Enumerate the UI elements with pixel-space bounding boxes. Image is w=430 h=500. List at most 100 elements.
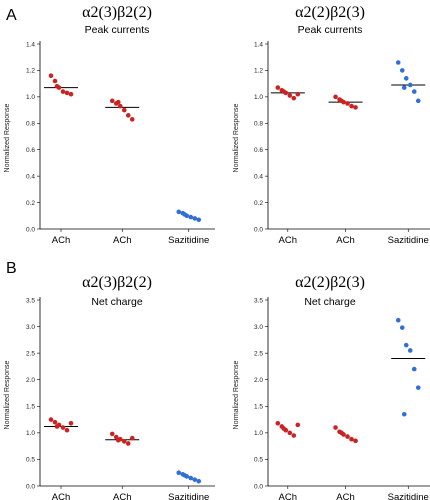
- data-point: [52, 419, 58, 425]
- y-tick-label: 0.0: [26, 483, 35, 490]
- data-point: [54, 83, 60, 89]
- chart-3-subtitle: Net charge: [304, 296, 356, 308]
- x-category-label: ACh: [336, 492, 354, 500]
- data-point: [60, 425, 66, 430]
- y-tick-label: 0.5: [254, 457, 263, 464]
- data-point: [353, 438, 358, 444]
- data-point: [399, 68, 405, 73]
- y-tick-label: 3.0: [254, 324, 263, 331]
- y-tick-label: 0.6: [254, 147, 263, 154]
- data-point: [415, 385, 421, 390]
- y-tick-label: 1.0: [26, 94, 35, 101]
- chart-1-plot: 0.0 0.2 0.4 0.6 0.8 1.0 1.2 1.4 ACh ACh Sazitidine: [254, 41, 430, 246]
- y-tick-label: 1.0: [26, 430, 35, 437]
- data-point: [192, 477, 198, 482]
- y-tick-label: 2.0: [254, 377, 263, 384]
- chart-2-plot: 0.0 0.5 1.0 1.5 2.0 2.5 3.0 3.5 ACh ACh Sazitidine: [26, 297, 215, 500]
- y-tick-label: 0.4: [254, 173, 263, 180]
- chart-0-ylabel: Normalized Response: [4, 103, 11, 172]
- y-tick-label: 1.2: [26, 68, 35, 75]
- chart-2-title: α2(3)β2(2): [82, 274, 152, 291]
- x-category-label: ACh: [113, 492, 131, 500]
- data-point: [48, 73, 54, 79]
- data-point: [275, 85, 281, 90]
- y-tick-label: 0.0: [26, 226, 35, 233]
- y-tick-label: 3.0: [26, 324, 35, 331]
- chart-1-ylabel: Normalized Response: [233, 103, 240, 172]
- x-category-label: ACh: [336, 235, 354, 246]
- x-category-label: ACh: [279, 235, 297, 246]
- data-point: [68, 420, 74, 426]
- data-point: [196, 217, 202, 223]
- y-tick-label: 1.2: [254, 68, 263, 75]
- data-point: [339, 98, 344, 104]
- data-point: [188, 475, 194, 481]
- data-point: [395, 60, 401, 65]
- data-point: [333, 94, 338, 100]
- y-tick-label: 0.0: [254, 226, 263, 233]
- chart-0-subtitle: Peak currents: [85, 24, 150, 36]
- data-point: [117, 103, 123, 109]
- data-point: [415, 98, 421, 104]
- x-category-label: Sazitidine: [168, 492, 209, 500]
- data-point: [48, 417, 54, 422]
- data-point: [115, 99, 121, 105]
- y-tick-label: 0.4: [26, 173, 35, 180]
- data-point: [176, 209, 182, 215]
- data-point: [64, 90, 70, 96]
- data-point: [395, 317, 401, 323]
- data-point: [129, 117, 135, 122]
- data-point: [109, 431, 115, 437]
- data-point: [182, 473, 188, 478]
- y-tick-label: 3.5: [26, 297, 35, 304]
- y-tick-label: 1.5: [26, 404, 35, 411]
- data-point: [275, 420, 281, 426]
- y-tick-label: 0.8: [254, 121, 263, 128]
- y-tick-label: 0.6: [26, 147, 35, 154]
- y-tick-label: 0.2: [26, 200, 35, 207]
- data-point: [353, 105, 358, 110]
- y-tick-label: 0.0: [254, 483, 263, 490]
- data-point: [407, 82, 413, 88]
- data-point: [182, 212, 188, 217]
- data-point: [109, 98, 115, 104]
- x-category-label: ACh: [279, 492, 297, 500]
- data-point: [196, 478, 202, 484]
- data-point: [345, 434, 350, 439]
- data-point: [295, 91, 301, 97]
- data-point: [281, 89, 287, 94]
- chart-3-title: α2(2)β2(3): [295, 274, 365, 291]
- data-point: [401, 85, 407, 90]
- data-point: [281, 426, 287, 431]
- data-point: [287, 93, 293, 98]
- chart-2-ylabel: Normalized Response: [4, 360, 11, 429]
- y-tick-label: 2.5: [26, 350, 35, 357]
- panel-label-a: A: [6, 7, 17, 24]
- data-point: [192, 216, 198, 221]
- chart-0-title: α2(3)β2(2): [82, 4, 152, 21]
- data-point: [339, 430, 344, 436]
- data-point: [407, 348, 413, 353]
- data-point: [349, 436, 354, 442]
- chart-2-subtitle: Net charge: [91, 296, 143, 308]
- data-point: [411, 366, 417, 372]
- data-point: [399, 325, 405, 330]
- x-category-label: Sazitidine: [168, 235, 209, 246]
- chart-0-plot: 0.0 0.2 0.4 0.6 0.8 1.0 1.2 1.4 ACh ACh Sazitidine: [26, 41, 215, 246]
- data-point: [125, 441, 131, 446]
- y-tick-label: 1.0: [254, 94, 263, 101]
- x-category-label: ACh: [52, 492, 70, 500]
- data-point: [52, 78, 58, 84]
- data-point: [401, 411, 407, 417]
- y-tick-label: 0.2: [254, 200, 263, 207]
- data-point: [68, 91, 74, 97]
- data-point: [121, 439, 127, 444]
- y-tick-label: 2.0: [26, 377, 35, 384]
- x-category-label: Sazitidine: [388, 235, 429, 246]
- chart-3-plot: 0.0 0.5 1.0 1.5 2.0 2.5 3.0 3.5 ACh ACh Sazitidine: [254, 297, 430, 500]
- data-point: [115, 437, 121, 443]
- data-point: [287, 430, 293, 436]
- y-tick-label: 1.5: [254, 404, 263, 411]
- y-tick-label: 0.8: [26, 121, 35, 128]
